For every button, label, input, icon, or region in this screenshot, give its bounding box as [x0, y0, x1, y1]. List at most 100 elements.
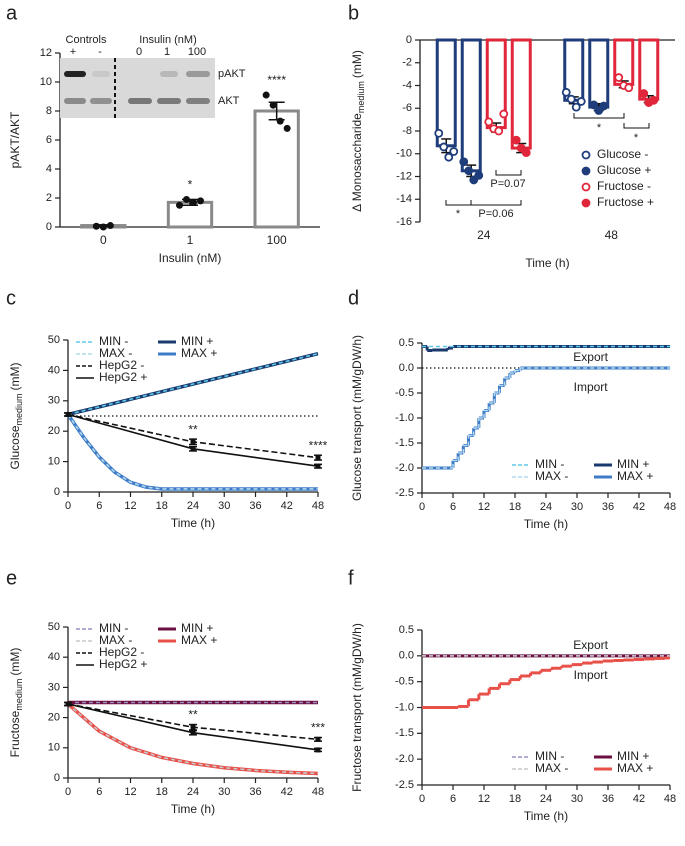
- y-tick-label: 0: [54, 772, 60, 784]
- blot-lane: -: [98, 46, 102, 58]
- comparison-bracket: [623, 123, 650, 129]
- legend-marker: [581, 166, 591, 176]
- x-tick-label: 18: [156, 500, 168, 512]
- data-point: [190, 730, 196, 736]
- data-point: [571, 102, 581, 112]
- y-label-sub: medium: [14, 393, 24, 425]
- y-tick-label: -2.5: [395, 779, 414, 791]
- y-tick-label: 0: [54, 486, 60, 498]
- significance: *: [634, 132, 639, 144]
- x-tick-label: 18: [509, 793, 521, 805]
- panel-letter: a: [6, 2, 18, 24]
- data-point: [566, 94, 576, 104]
- data-point: [269, 101, 277, 109]
- x-tick-label: 0: [65, 786, 71, 798]
- significance: *: [188, 178, 193, 192]
- y-tick-label: 8: [46, 105, 52, 117]
- legend-label: MIN -: [535, 457, 564, 471]
- y-tick-label: 40: [48, 651, 60, 663]
- x-axis-label: Insulin (nM): [159, 251, 222, 265]
- y-tick-label: 40: [48, 364, 60, 376]
- y-label-text: Δ Monosaccharide: [350, 113, 364, 212]
- legend-label: MIN +: [181, 621, 213, 635]
- y-tick-label: 10: [40, 76, 52, 88]
- y-tick-label: 30: [48, 681, 60, 693]
- y-tick-label: -2.0: [395, 462, 414, 474]
- x-tick-label: 36: [602, 793, 614, 805]
- panel-letter: c: [6, 287, 16, 309]
- data-point: [474, 170, 484, 180]
- x-tick-label: 48: [312, 786, 324, 798]
- legend-label: Glucose +: [597, 163, 651, 177]
- data-point: [511, 135, 521, 145]
- blot-header: Insulin (nM): [139, 34, 196, 46]
- blot-image: [60, 58, 215, 118]
- data-point: [561, 87, 571, 97]
- data-point: [521, 148, 531, 158]
- legend-label: MIN +: [181, 334, 213, 348]
- x-axis-label: Time (h): [524, 809, 568, 823]
- x-tick-label: 48: [605, 228, 619, 242]
- y-tick-label: -4: [402, 79, 412, 91]
- x-tick-label: 18: [509, 501, 521, 513]
- x-axis-label: Time (h): [171, 516, 215, 530]
- data-point: [183, 195, 190, 203]
- y-tick-label: 0: [46, 221, 52, 233]
- legend-label: HepG2 +: [99, 370, 147, 384]
- x-tick-label: 0: [65, 500, 71, 512]
- bar: [253, 109, 300, 229]
- x-tick-label: 42: [633, 501, 645, 513]
- legend-label: HepG2 -: [99, 358, 144, 372]
- data-point: [65, 701, 71, 707]
- y-tick-label: 12: [40, 47, 52, 59]
- x-tick-label: 24: [540, 501, 552, 513]
- y-label-text: Fructose: [8, 710, 22, 757]
- data-point: [92, 222, 100, 230]
- series-line: [67, 352, 319, 416]
- blot-band: [160, 71, 178, 77]
- data-point: [464, 166, 474, 176]
- data-point: [176, 201, 183, 209]
- x-tick-label: 30: [218, 786, 230, 798]
- legend-label: MAX +: [181, 346, 217, 360]
- region-label: Export: [573, 638, 608, 652]
- blot-band: [186, 98, 210, 104]
- data-point: [283, 124, 291, 132]
- blot-band: [90, 98, 112, 104]
- data-point: [190, 439, 196, 445]
- y-axis-label: Δ Monosaccharidemedium (mM): [350, 50, 366, 212]
- x-tick-label: 18: [156, 786, 168, 798]
- y-tick-label: 30: [48, 395, 60, 407]
- bar: [166, 200, 214, 229]
- blot-lane: 1: [164, 46, 170, 58]
- legend-marker: [581, 198, 591, 208]
- region-label: Export: [573, 350, 608, 364]
- x-tick-label: 36: [602, 501, 614, 513]
- y-tick-label: -2: [402, 57, 412, 69]
- blot-lane: 100: [188, 46, 206, 58]
- legend-label: MAX -: [535, 761, 568, 775]
- blot-band: [157, 98, 181, 104]
- data-point: [315, 463, 321, 469]
- y-tick-label: 0: [406, 34, 412, 46]
- legend-label: MIN -: [535, 749, 564, 763]
- data-point: [449, 147, 459, 156]
- x-tick-label: 12: [124, 786, 136, 798]
- y-tick-label: -0.5: [395, 676, 414, 688]
- data-point: [649, 95, 659, 105]
- data-point: [106, 222, 114, 230]
- y-axis-label: Glucose transport (mM/gDW/h): [350, 335, 364, 501]
- x-tick-label: 24: [187, 786, 199, 798]
- y-tick-label: 20: [48, 425, 60, 437]
- blot-band: [128, 98, 152, 104]
- y-tick-label: 0.5: [399, 624, 414, 636]
- y-tick-label: -6: [402, 102, 412, 114]
- bar: [460, 38, 482, 173]
- blot-band: [64, 71, 86, 77]
- legend-label: MIN +: [617, 749, 649, 763]
- series-line: [67, 703, 319, 775]
- x-tick-label: 42: [633, 793, 645, 805]
- legend-label: MIN +: [617, 457, 649, 471]
